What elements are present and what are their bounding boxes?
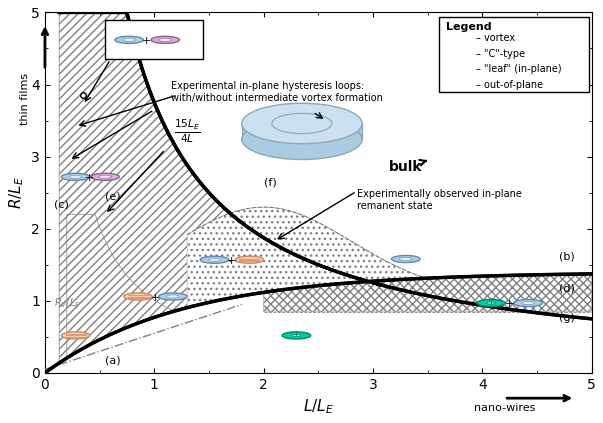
Ellipse shape: [208, 258, 221, 261]
Ellipse shape: [166, 295, 179, 298]
Polygon shape: [242, 124, 362, 139]
Text: $R_V/L_E$: $R_V/L_E$: [54, 297, 80, 310]
Text: bulk: bulk: [389, 160, 426, 174]
Text: – "C"-type: – "C"-type: [476, 49, 525, 58]
Polygon shape: [264, 274, 592, 312]
Text: +: +: [151, 293, 160, 303]
Ellipse shape: [62, 332, 90, 339]
Text: $\frac{15L_E}{4L}$: $\frac{15L_E}{4L}$: [174, 118, 200, 145]
Text: Experimental in-plane hysteresis loops:
with/without intermediate vortex formati: Experimental in-plane hysteresis loops: …: [171, 81, 382, 102]
Ellipse shape: [242, 103, 362, 144]
Ellipse shape: [123, 38, 136, 41]
Text: (g): (g): [559, 313, 575, 323]
Text: – vortex: – vortex: [476, 33, 515, 43]
Text: (e): (e): [105, 192, 121, 202]
Ellipse shape: [522, 302, 535, 305]
Ellipse shape: [242, 119, 362, 159]
Ellipse shape: [477, 299, 505, 307]
Ellipse shape: [124, 293, 152, 300]
Text: +: +: [227, 256, 236, 266]
Text: (a): (a): [105, 356, 121, 365]
Ellipse shape: [282, 332, 311, 339]
Ellipse shape: [446, 83, 466, 88]
Text: (c): (c): [54, 199, 69, 209]
Text: – out-of-plane: – out-of-plane: [476, 80, 543, 90]
Ellipse shape: [159, 293, 187, 300]
Ellipse shape: [452, 36, 461, 39]
Text: (f): (f): [264, 178, 276, 187]
Ellipse shape: [151, 36, 180, 44]
Text: Legend: Legend: [446, 22, 492, 32]
Ellipse shape: [91, 173, 119, 180]
Ellipse shape: [292, 334, 301, 337]
Text: +: +: [142, 36, 151, 46]
Text: thin films: thin films: [21, 73, 30, 125]
Ellipse shape: [446, 35, 466, 40]
Text: (d): (d): [559, 283, 575, 294]
Polygon shape: [187, 207, 426, 308]
Ellipse shape: [115, 36, 144, 44]
Text: (b): (b): [559, 251, 575, 261]
Ellipse shape: [446, 67, 466, 72]
Y-axis label: $R/L_E$: $R/L_E$: [7, 176, 26, 209]
Ellipse shape: [399, 258, 412, 261]
Text: – "leaf" (in-plane): – "leaf" (in-plane): [476, 64, 561, 74]
Ellipse shape: [62, 173, 90, 180]
Ellipse shape: [446, 51, 466, 56]
Ellipse shape: [487, 302, 495, 304]
Text: Experimentally observed in-plane
remanent state: Experimentally observed in-plane remanen…: [356, 189, 522, 211]
Polygon shape: [67, 214, 173, 358]
Polygon shape: [59, 12, 367, 363]
Ellipse shape: [235, 256, 264, 263]
Ellipse shape: [453, 85, 459, 86]
Ellipse shape: [159, 38, 172, 41]
Text: +: +: [85, 173, 95, 183]
Ellipse shape: [99, 175, 112, 179]
Text: nano-wires: nano-wires: [473, 403, 535, 413]
Text: +: +: [505, 299, 514, 310]
Ellipse shape: [200, 256, 229, 263]
Ellipse shape: [391, 255, 420, 263]
FancyBboxPatch shape: [438, 17, 590, 92]
FancyBboxPatch shape: [105, 19, 203, 59]
Ellipse shape: [69, 175, 82, 179]
Ellipse shape: [514, 299, 543, 307]
X-axis label: $L/L_E$: $L/L_E$: [303, 397, 333, 416]
Ellipse shape: [452, 52, 461, 55]
